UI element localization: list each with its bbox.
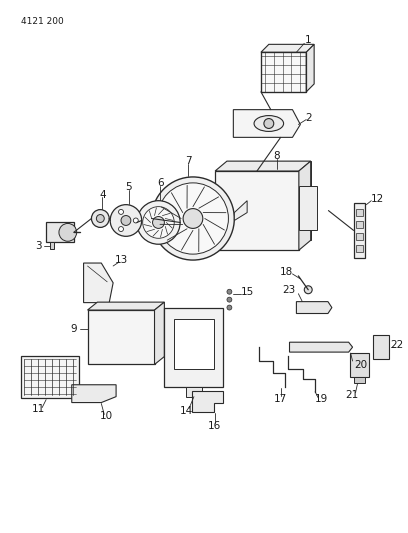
Polygon shape [215, 161, 311, 171]
Bar [355, 221, 364, 228]
Polygon shape [215, 171, 299, 250]
Circle shape [264, 118, 274, 128]
Circle shape [96, 215, 104, 222]
Text: 18: 18 [280, 267, 293, 277]
Text: 3: 3 [35, 241, 42, 251]
Circle shape [110, 205, 142, 236]
Polygon shape [88, 302, 164, 310]
Circle shape [157, 183, 228, 254]
Polygon shape [50, 243, 54, 249]
Text: 12: 12 [370, 193, 384, 204]
Polygon shape [88, 310, 155, 365]
Circle shape [227, 297, 232, 302]
Polygon shape [164, 308, 224, 387]
Bar [355, 245, 364, 252]
Circle shape [59, 223, 77, 241]
Text: 16: 16 [208, 421, 221, 431]
Polygon shape [354, 377, 366, 383]
Text: 15: 15 [241, 287, 254, 297]
Text: 21: 21 [345, 390, 358, 400]
Polygon shape [354, 203, 366, 258]
Polygon shape [306, 44, 314, 92]
Circle shape [227, 289, 232, 294]
Text: 4: 4 [99, 190, 106, 200]
Text: 7: 7 [185, 156, 191, 166]
Text: 19: 19 [315, 393, 328, 403]
Circle shape [121, 215, 131, 225]
Polygon shape [46, 222, 74, 243]
Text: 23: 23 [282, 285, 295, 295]
Polygon shape [186, 387, 202, 397]
Bar [355, 209, 364, 216]
Text: 17: 17 [274, 393, 287, 403]
Polygon shape [192, 391, 224, 413]
Bar [355, 233, 364, 240]
Text: 20: 20 [354, 360, 367, 370]
Polygon shape [227, 161, 311, 240]
Polygon shape [299, 186, 317, 230]
Text: 13: 13 [114, 255, 128, 265]
Text: 14: 14 [180, 407, 193, 416]
Circle shape [183, 208, 203, 229]
Text: 9: 9 [71, 325, 77, 334]
Text: 6: 6 [157, 178, 164, 188]
Text: 10: 10 [100, 411, 113, 422]
Circle shape [137, 201, 180, 244]
Ellipse shape [254, 116, 284, 132]
Text: 1: 1 [305, 35, 312, 45]
Circle shape [153, 216, 164, 229]
Polygon shape [234, 201, 247, 221]
Polygon shape [72, 385, 116, 402]
Circle shape [227, 305, 232, 310]
Circle shape [133, 218, 138, 223]
Text: 11: 11 [32, 405, 45, 415]
Polygon shape [233, 110, 300, 138]
Polygon shape [290, 342, 353, 352]
Bar [261, 52, 306, 92]
Polygon shape [155, 302, 164, 365]
Polygon shape [373, 335, 389, 359]
Polygon shape [296, 302, 332, 313]
Polygon shape [84, 263, 113, 303]
Circle shape [143, 207, 174, 238]
Polygon shape [350, 353, 369, 377]
Circle shape [119, 209, 124, 214]
Polygon shape [261, 52, 306, 92]
Polygon shape [22, 356, 79, 398]
Circle shape [119, 227, 124, 231]
Text: 5: 5 [126, 182, 132, 192]
Polygon shape [299, 161, 311, 250]
Circle shape [151, 177, 234, 260]
Polygon shape [261, 44, 314, 52]
Text: 8: 8 [273, 151, 280, 161]
Text: 2: 2 [305, 112, 312, 123]
Circle shape [304, 286, 312, 294]
Circle shape [91, 209, 109, 228]
Text: 4121 200: 4121 200 [20, 17, 63, 26]
Polygon shape [174, 319, 214, 369]
Text: 22: 22 [390, 340, 404, 350]
